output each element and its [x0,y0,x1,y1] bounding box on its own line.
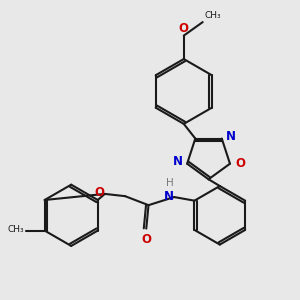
Text: N: N [226,130,236,143]
Text: H: H [166,178,174,188]
Text: O: O [141,233,151,246]
Text: N: N [164,190,174,203]
Text: N: N [172,155,183,168]
Text: O: O [94,186,104,199]
Text: O: O [236,157,246,170]
Text: O: O [179,22,189,35]
Text: CH₃: CH₃ [205,11,221,20]
Text: CH₃: CH₃ [7,225,24,234]
